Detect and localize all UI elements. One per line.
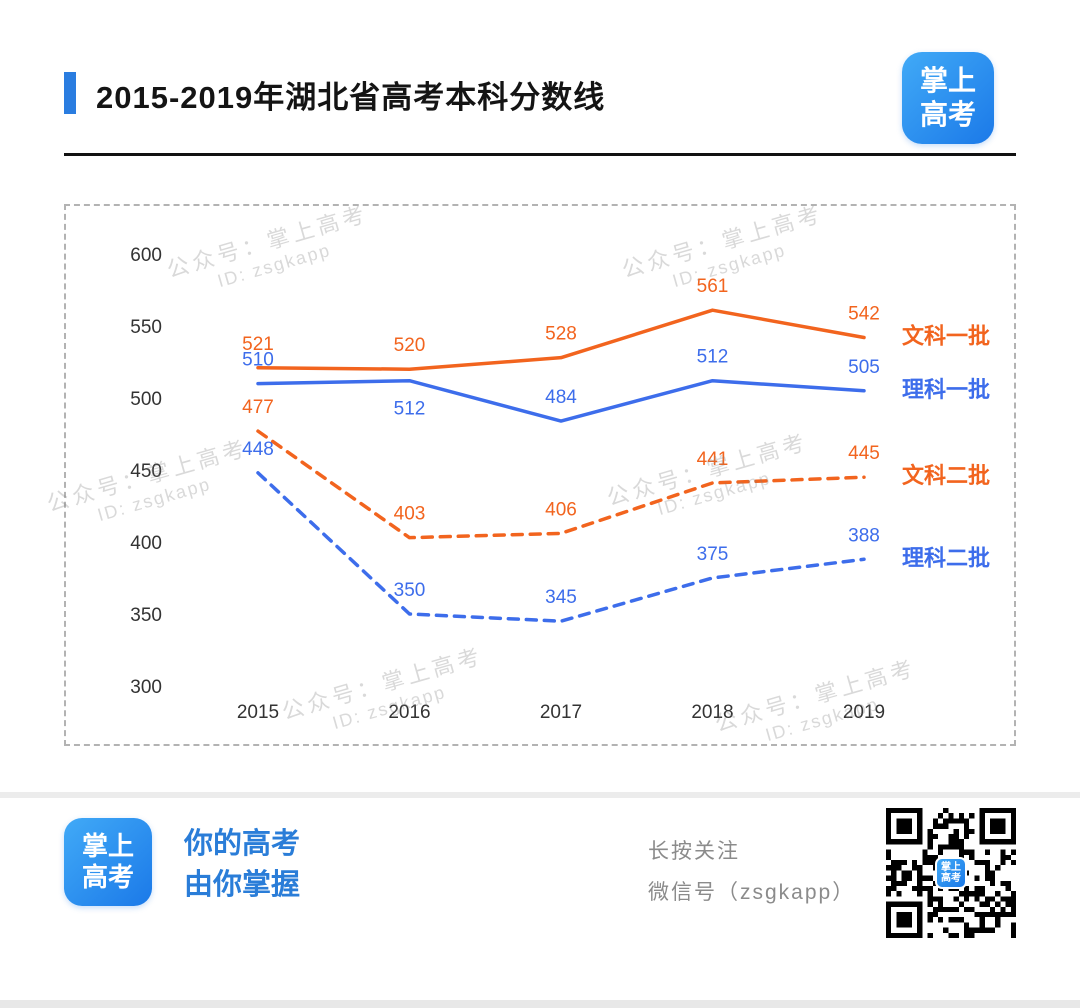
app-logo-text-bottom: 高考 bbox=[919, 99, 976, 130]
series-line bbox=[256, 308, 866, 371]
app-logo: 掌上 高考 bbox=[902, 52, 994, 144]
x-tick-label: 2016 bbox=[388, 702, 430, 723]
point-label: 403 bbox=[394, 504, 426, 525]
qr-code: 掌上 高考 bbox=[886, 808, 1016, 938]
y-tick-label: 300 bbox=[130, 677, 162, 698]
follow-text: 长按关注 bbox=[648, 840, 740, 863]
y-tick-label: 500 bbox=[130, 389, 162, 410]
series-name-label: 理科一批 bbox=[902, 377, 990, 402]
contact-info: 长按关注 微信号（zsgkapp） bbox=[648, 832, 855, 914]
series-name-label: 理科二批 bbox=[902, 545, 990, 570]
x-tick-label: 2018 bbox=[691, 702, 733, 723]
y-tick-label: 350 bbox=[130, 605, 162, 626]
series-name-label: 文科二批 bbox=[902, 463, 990, 488]
line-chart: 300 350 400 450 500 550 600 2015 2016 2017 2018 201… bbox=[130, 245, 990, 723]
series-name-label: 文科一批 bbox=[902, 324, 990, 349]
header-divider bbox=[64, 153, 1016, 156]
point-label: 406 bbox=[545, 499, 577, 520]
series-line bbox=[256, 429, 866, 540]
y-tick-label: 550 bbox=[130, 317, 162, 338]
footer-divider bbox=[0, 792, 1080, 798]
point-label: 345 bbox=[545, 587, 577, 608]
y-tick-label: 450 bbox=[130, 461, 162, 482]
footer-logo: 掌上 高考 bbox=[64, 818, 152, 906]
slogan: 你的高考 由你掌握 bbox=[184, 824, 300, 906]
point-label: 542 bbox=[848, 304, 880, 325]
y-tick-label: 400 bbox=[130, 533, 162, 554]
point-label: 528 bbox=[545, 324, 577, 345]
slogan-line2: 由你掌握 bbox=[184, 869, 301, 902]
point-label: 505 bbox=[848, 357, 880, 378]
x-tick-label: 2015 bbox=[237, 702, 279, 723]
footer-logo-text-bottom: 高考 bbox=[81, 862, 134, 892]
bottom-strip bbox=[0, 1000, 1080, 1008]
y-tick-label: 600 bbox=[130, 245, 162, 266]
point-label: 445 bbox=[848, 443, 880, 464]
point-label: 521 bbox=[242, 334, 274, 355]
app-logo-text-top: 掌上 bbox=[919, 65, 976, 97]
point-label: 388 bbox=[848, 525, 880, 546]
slogan-line1: 你的高考 bbox=[184, 828, 301, 860]
point-label: 448 bbox=[242, 439, 274, 460]
title-accent-bar bbox=[64, 72, 76, 114]
point-label: 512 bbox=[394, 399, 426, 420]
wechat-id: 微信号（zsgkapp） bbox=[648, 880, 856, 904]
x-tick-label: 2017 bbox=[540, 702, 582, 723]
point-label: 520 bbox=[394, 335, 426, 356]
point-label: 484 bbox=[545, 387, 577, 408]
qr-pattern bbox=[886, 808, 1016, 938]
point-label: 350 bbox=[394, 580, 426, 601]
point-label: 510 bbox=[242, 350, 274, 371]
footer-logo-text-top: 掌上 bbox=[81, 830, 134, 861]
point-label: 375 bbox=[697, 544, 729, 565]
series-line bbox=[256, 471, 866, 623]
point-label: 561 bbox=[697, 276, 729, 297]
point-label: 477 bbox=[242, 397, 274, 418]
chart-panel: 300 350 400 450 500 550 600 2015 2016 2017 2018 201… bbox=[44, 201, 1016, 746]
page-title: 2015-2019年湖北省高考本科分数线 bbox=[96, 80, 606, 115]
point-label: 441 bbox=[697, 449, 729, 470]
qr-center-logo: 掌上 高考 bbox=[935, 857, 967, 889]
point-label: 512 bbox=[697, 347, 729, 368]
series-line bbox=[256, 378, 866, 423]
x-tick-label: 2019 bbox=[843, 702, 885, 723]
